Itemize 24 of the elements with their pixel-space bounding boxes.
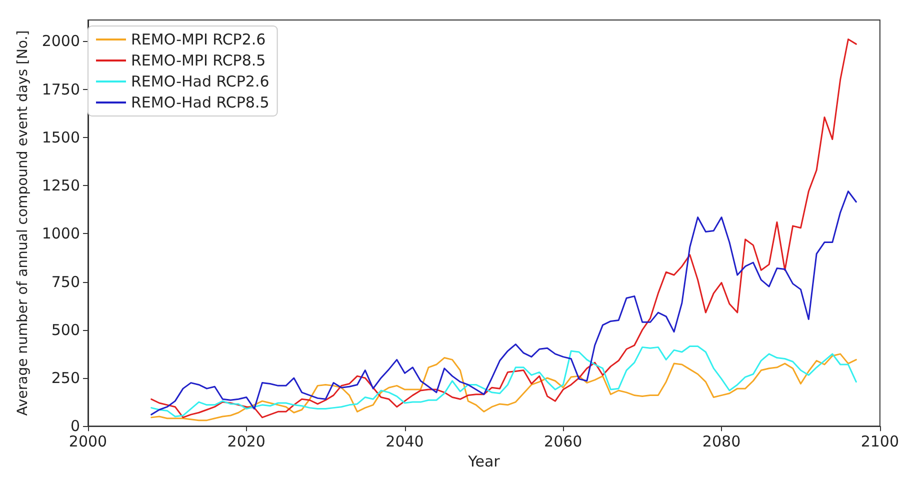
line-series — [150, 353, 857, 422]
y-tick-label: 1000 — [42, 224, 80, 243]
line-series — [150, 345, 857, 418]
x-tick-label: 2020 — [227, 432, 266, 451]
y-tick-label: 1250 — [42, 176, 80, 195]
x-tick-label: 2080 — [702, 432, 741, 451]
x-tick-label: 2100 — [860, 432, 900, 451]
legend-label: REMO-Had RCP2.6 — [131, 72, 270, 90]
legend-label: REMO-MPI RCP2.6 — [131, 30, 266, 48]
x-tick-label: 2000 — [68, 432, 108, 451]
y-tick-label: 250 — [51, 368, 80, 387]
y-tick-label: 1750 — [42, 80, 80, 98]
x-tick-label: 2060 — [544, 432, 582, 451]
line-series — [150, 190, 857, 416]
legend-label: REMO-Had RCP8.5 — [131, 94, 270, 112]
y-tick-label: 1500 — [42, 128, 80, 146]
x-axis-title: Year — [467, 452, 501, 470]
y-tick-label: 2000 — [42, 32, 80, 50]
y-tick-label: 0 — [70, 417, 80, 436]
y-tick-label: 500 — [51, 320, 80, 339]
x-tick-label: 2040 — [386, 432, 424, 451]
y-tick-label: 750 — [51, 272, 80, 291]
y-axis-title: Average number of annual compound event days [No.] — [15, 30, 31, 416]
legend-label: REMO-MPI RCP8.5 — [131, 52, 266, 70]
